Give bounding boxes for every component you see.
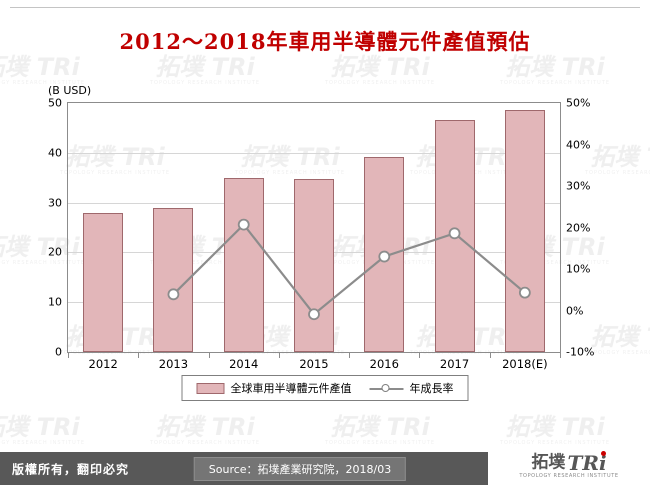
legend-item-line: 年成長率 xyxy=(369,380,454,396)
x-axis-label-2013: 2013 xyxy=(158,357,189,371)
right-axis-tick-label: 0% xyxy=(566,304,584,317)
page-title: 2012～2018年車用半導體元件產值預估 xyxy=(119,29,531,54)
x-axis-label-2017: 2017 xyxy=(439,357,470,371)
logo-wordmark: 拓墣 TRi xyxy=(488,451,650,475)
x-axis-tick xyxy=(489,353,491,358)
copyright-text: 版權所有，翻印必究 xyxy=(12,462,130,476)
growth-marker-icon xyxy=(448,227,461,240)
growth-marker-icon xyxy=(167,288,180,301)
right-axis-tick-label: 50% xyxy=(566,96,591,110)
gridline xyxy=(68,152,560,154)
x-axis-tick xyxy=(138,353,140,358)
line-marker-icon xyxy=(381,383,390,392)
legend-label-line: 年成長率 xyxy=(409,382,454,395)
x-axis-tick xyxy=(349,353,351,358)
right-axis-tick-label: 10% xyxy=(566,262,591,276)
x-axis-label-2015: 2015 xyxy=(299,357,329,371)
logo-red-dot-icon xyxy=(600,451,606,456)
growth-line-layer xyxy=(167,218,531,321)
left-axis-tick-label: 10 xyxy=(48,295,62,309)
right-axis-tick-label: 30% xyxy=(566,179,591,193)
footer-bar: 版權所有，翻印必究 Source：拓墣產業研究院，2018/03 拓墣 TRi T… xyxy=(0,451,650,485)
x-axis-tick xyxy=(278,353,280,358)
x-axis-tick xyxy=(560,353,561,358)
bar-series-swatch xyxy=(196,382,225,394)
x-axis-label-2016: 2016 xyxy=(369,357,399,371)
logo-latin-text: TRi xyxy=(567,451,607,475)
left-axis-tick-label: 40 xyxy=(48,146,62,160)
x-axis-label-2012: 2012 xyxy=(88,357,118,371)
growth-marker-icon xyxy=(237,218,250,231)
right-axis-tick-label: -10% xyxy=(566,345,595,359)
x-axis-label-2018(E): 2018(E) xyxy=(502,357,548,371)
growth-marker-icon xyxy=(518,286,531,299)
x-axis-tick xyxy=(208,353,210,358)
bar-2014 xyxy=(223,177,264,352)
line-series-swatch xyxy=(369,383,404,394)
bar-2018(E) xyxy=(504,110,545,352)
x-axis-tick xyxy=(68,353,69,358)
right-axis-tick-label: 20% xyxy=(566,221,591,234)
brand-logo: 拓墣 TRi TOPOLOGY RESEARCH INSTITUTE xyxy=(488,451,650,485)
legend-item-bar: 全球車用半導體元件產值 xyxy=(196,380,352,396)
chart-legend: 全球車用半導體元件產值 年成長率 xyxy=(181,375,469,401)
right-axis-tick-label: 40% xyxy=(566,138,591,151)
growth-line xyxy=(172,222,526,316)
left-axis-unit-label: (B USD) xyxy=(48,84,92,97)
logo-subtitle: TOPOLOGY RESEARCH INSTITUTE xyxy=(519,473,619,479)
bar-2015 xyxy=(294,179,334,352)
x-axis-label-2014: 2014 xyxy=(229,357,259,371)
legend-label-bar: 全球車用半導體元件產值 xyxy=(230,382,352,395)
growth-marker-icon xyxy=(308,308,320,321)
bar-2012 xyxy=(83,212,124,352)
top-divider xyxy=(10,7,640,8)
left-axis-tick-label: 0 xyxy=(55,345,62,359)
left-axis-tick-label: 30 xyxy=(48,196,62,210)
source-text: Source：拓墣產業研究院，2018/03 xyxy=(193,456,407,481)
x-axis-tick xyxy=(419,353,421,358)
logo-cjk-text: 拓墣 xyxy=(531,452,566,473)
plot-area xyxy=(67,102,561,353)
growth-marker-icon xyxy=(378,250,391,263)
left-axis-tick-label: 50 xyxy=(48,96,62,110)
left-axis-tick-label: 20 xyxy=(48,245,62,259)
